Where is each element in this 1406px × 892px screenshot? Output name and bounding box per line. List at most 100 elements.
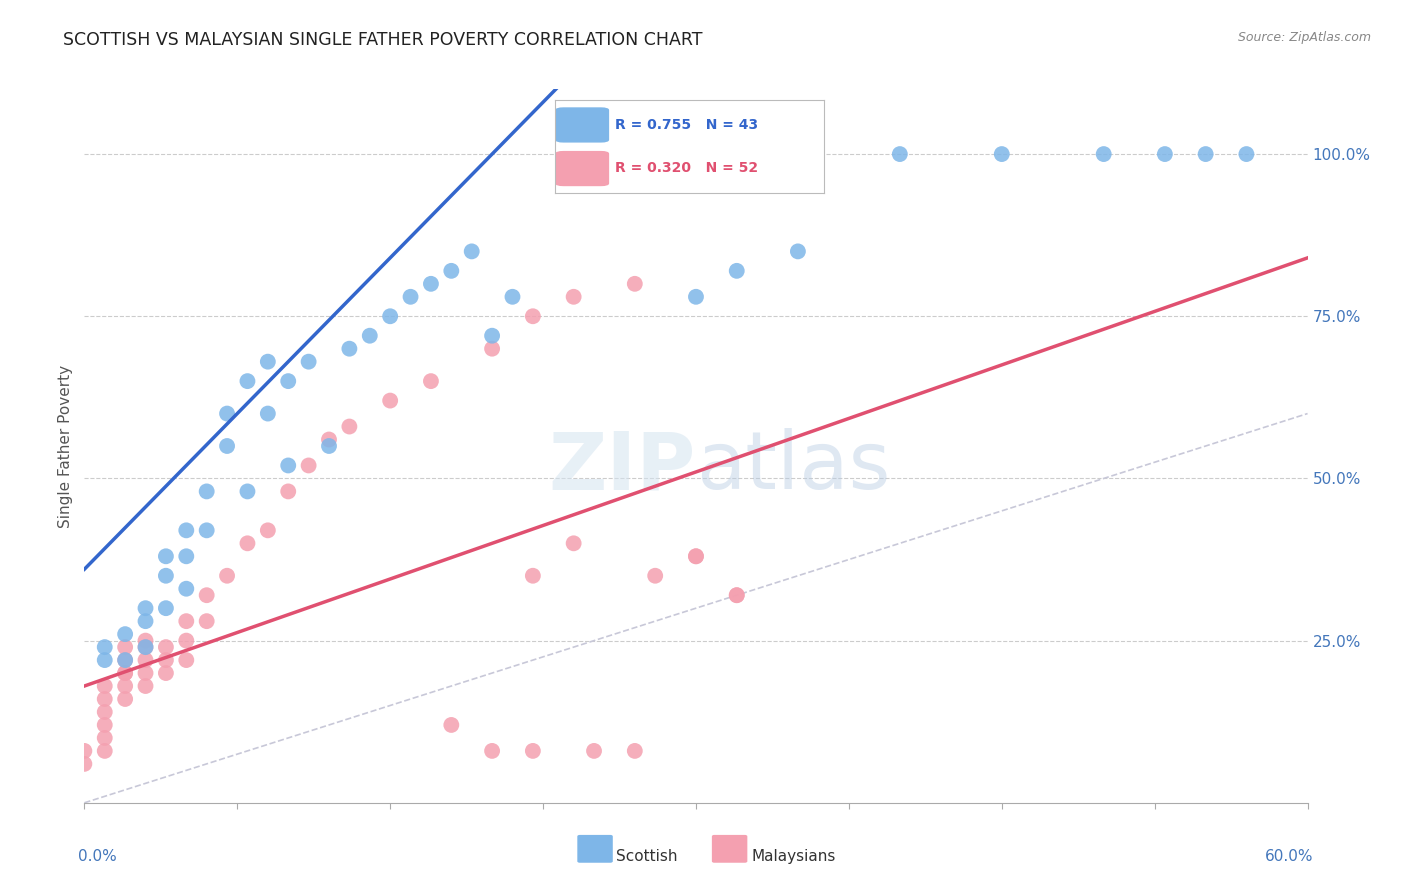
Text: Scottish: Scottish bbox=[616, 849, 678, 864]
Text: 0.0%: 0.0% bbox=[79, 849, 117, 864]
Point bbox=[195, 484, 218, 499]
Point bbox=[1092, 147, 1115, 161]
Text: 60.0%: 60.0% bbox=[1265, 849, 1313, 864]
Point bbox=[420, 277, 443, 291]
Point bbox=[135, 640, 157, 654]
Point bbox=[298, 354, 321, 368]
Point bbox=[236, 374, 259, 388]
Point bbox=[257, 407, 280, 421]
Point bbox=[318, 433, 340, 447]
Point bbox=[236, 536, 259, 550]
Point bbox=[174, 582, 197, 596]
Point bbox=[114, 653, 136, 667]
Point bbox=[399, 290, 422, 304]
Point bbox=[93, 653, 115, 667]
Point bbox=[562, 536, 585, 550]
Point bbox=[481, 328, 503, 343]
Point bbox=[440, 264, 463, 278]
Point bbox=[114, 692, 136, 706]
Point bbox=[155, 601, 177, 615]
Point bbox=[522, 744, 544, 758]
Point bbox=[725, 588, 748, 602]
Point bbox=[155, 549, 177, 564]
Point bbox=[174, 614, 197, 628]
Point bbox=[114, 653, 136, 667]
Point bbox=[155, 666, 177, 681]
Point bbox=[725, 264, 748, 278]
Point bbox=[135, 614, 157, 628]
Point bbox=[93, 679, 115, 693]
Point bbox=[135, 640, 157, 654]
Point bbox=[481, 342, 503, 356]
Point bbox=[195, 588, 218, 602]
Point bbox=[380, 310, 402, 324]
Point bbox=[114, 640, 136, 654]
Point bbox=[1154, 147, 1177, 161]
Point bbox=[685, 290, 707, 304]
Point bbox=[174, 633, 197, 648]
Point bbox=[502, 290, 524, 304]
Point bbox=[277, 484, 299, 499]
Point bbox=[624, 744, 647, 758]
Point bbox=[277, 458, 299, 473]
Point bbox=[461, 244, 484, 259]
Point bbox=[380, 393, 402, 408]
Point bbox=[135, 679, 157, 693]
Point bbox=[93, 718, 115, 732]
Point bbox=[114, 666, 136, 681]
Point bbox=[257, 354, 280, 368]
Point bbox=[277, 374, 299, 388]
Point bbox=[195, 524, 218, 538]
Text: atlas: atlas bbox=[696, 428, 890, 507]
Point bbox=[174, 549, 197, 564]
Y-axis label: Single Father Poverty: Single Father Poverty bbox=[58, 365, 73, 527]
Point bbox=[114, 666, 136, 681]
Point bbox=[1195, 147, 1218, 161]
Point bbox=[135, 653, 157, 667]
Point bbox=[257, 524, 280, 538]
Point bbox=[339, 419, 361, 434]
FancyBboxPatch shape bbox=[578, 835, 613, 863]
Point bbox=[522, 568, 544, 582]
Point bbox=[685, 549, 707, 564]
Point bbox=[583, 744, 606, 758]
Point bbox=[725, 588, 748, 602]
Point bbox=[73, 744, 96, 758]
Point bbox=[359, 328, 381, 343]
Point bbox=[644, 568, 666, 582]
Point bbox=[93, 744, 115, 758]
Point bbox=[217, 407, 239, 421]
Point bbox=[339, 342, 361, 356]
Point bbox=[135, 666, 157, 681]
Point bbox=[217, 568, 239, 582]
Point bbox=[298, 458, 321, 473]
Point bbox=[73, 756, 96, 771]
Point bbox=[93, 731, 115, 745]
Text: SCOTTISH VS MALAYSIAN SINGLE FATHER POVERTY CORRELATION CHART: SCOTTISH VS MALAYSIAN SINGLE FATHER POVE… bbox=[63, 31, 703, 49]
Point bbox=[236, 484, 259, 499]
Text: Malaysians: Malaysians bbox=[751, 849, 835, 864]
Point bbox=[440, 718, 463, 732]
Point bbox=[787, 244, 810, 259]
Point bbox=[93, 705, 115, 719]
Point bbox=[174, 524, 197, 538]
Text: ZIP: ZIP bbox=[548, 428, 696, 507]
FancyBboxPatch shape bbox=[711, 835, 748, 863]
Point bbox=[93, 640, 115, 654]
Point bbox=[522, 310, 544, 324]
Point bbox=[889, 147, 911, 161]
Point bbox=[93, 692, 115, 706]
Point bbox=[114, 679, 136, 693]
Point bbox=[155, 640, 177, 654]
Text: Source: ZipAtlas.com: Source: ZipAtlas.com bbox=[1237, 31, 1371, 45]
Point bbox=[318, 439, 340, 453]
Point bbox=[991, 147, 1014, 161]
Point bbox=[135, 601, 157, 615]
Point bbox=[1236, 147, 1258, 161]
Point bbox=[562, 290, 585, 304]
Point bbox=[155, 653, 177, 667]
Point bbox=[174, 653, 197, 667]
Point bbox=[685, 549, 707, 564]
Point bbox=[624, 277, 647, 291]
Point bbox=[481, 744, 503, 758]
